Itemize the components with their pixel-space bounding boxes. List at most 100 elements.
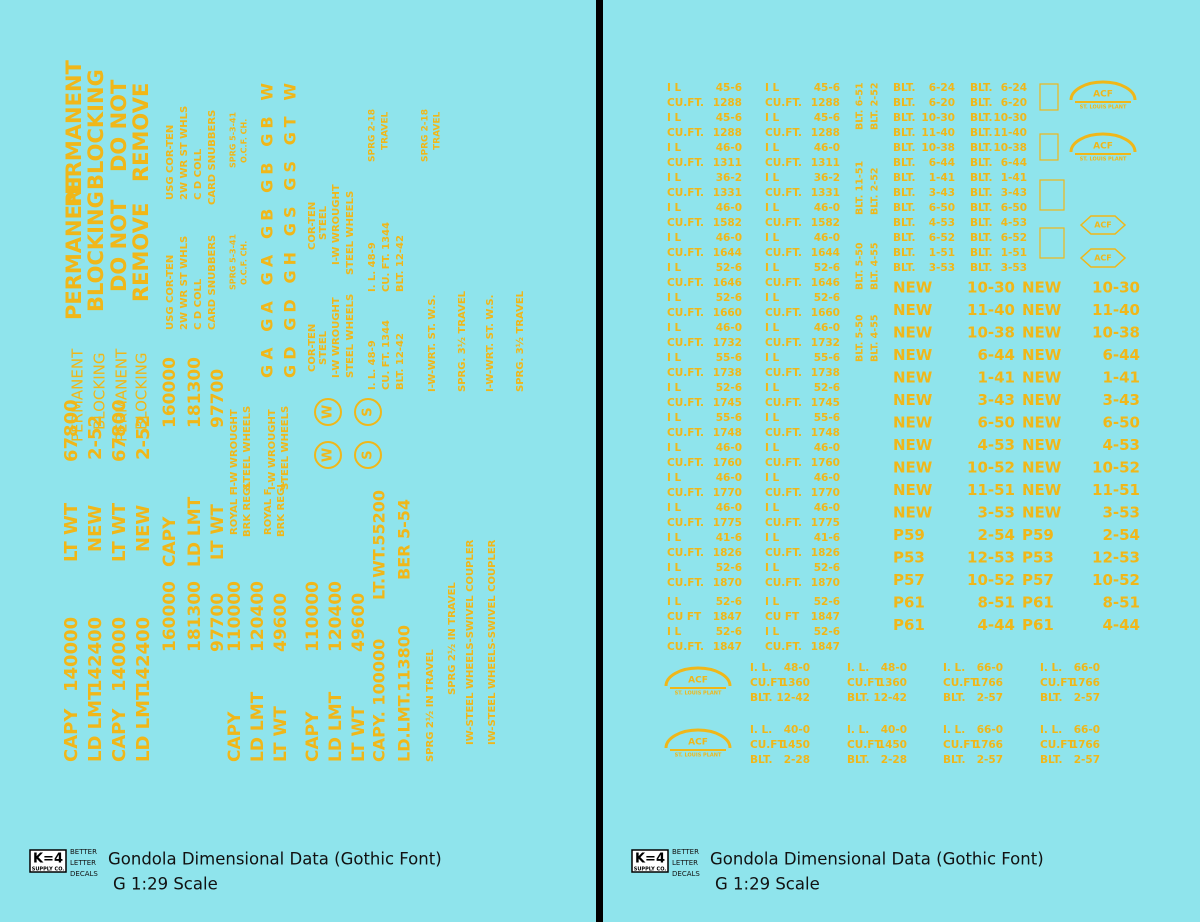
decal-text: LD LMT [133,687,154,762]
decal-text: TRAVEL [381,111,391,150]
acf-logo: ACF [1094,254,1112,263]
row-label: CU.FT. [667,277,704,289]
row-label: I L [765,532,780,544]
decal-text: 110000 [303,581,323,652]
decal-text: NEW [133,505,154,552]
new-value: 10-52 [1092,459,1140,477]
blt-label: BLT. [893,97,916,109]
decal-text: CAPY. 100000 [370,639,389,762]
blt-label: BLT. [893,82,916,94]
row-label: I L [765,596,780,608]
new-label: P59 [1022,526,1054,544]
row-label: CU.FT. [765,641,802,653]
decal-text: O.C.F. CH. [240,119,249,163]
new-label: NEW [1022,459,1062,477]
brand: LETTER [70,859,96,867]
row-value: 1331 [811,187,840,199]
spec-label: I. L. [847,662,869,674]
row-value: 1760 [713,457,742,469]
row-label: CU.FT. [667,127,704,139]
sheet-title: Gondola Dimensional Data (Gothic Font) [710,850,1044,869]
decal-text: STEEL WHEELS [345,191,356,275]
decal-text: 142400 [133,617,154,692]
new-label: NEW [893,459,933,477]
row-value: 41-6 [716,532,742,544]
new-label: NEW [1022,324,1062,342]
new-value: 10-38 [967,324,1015,342]
new-value: 4-44 [1102,616,1140,634]
decal-text: C D COLL [193,148,204,200]
blt-label: BLT. [970,217,993,229]
row-value: 1582 [811,217,840,229]
row-label: I L [667,292,682,304]
vertical-blt: BLT. 5-50 [855,314,866,362]
decal-text: 2W WR ST WHLS [179,106,190,200]
new-value: 6-44 [1102,346,1140,364]
sheet-scale: G 1:29 Scale [113,875,218,894]
decal-text: I-W-WRT. ST. W.S. [485,295,496,392]
row-label: I L [667,112,682,124]
blt-value: 1-41 [1001,172,1027,184]
blt-value: 6-24 [1001,82,1027,94]
row-label: I L [667,502,682,514]
row-label: I L [765,202,780,214]
decal-text: 67800 [109,399,130,462]
row-value: 46-0 [716,202,742,214]
decal-text: STEEL [318,205,329,240]
blt-label: BLT. [970,142,993,154]
row-value: 55-6 [814,412,840,424]
decal-text: LD.LMT.113800 [395,625,414,762]
row-value: 1644 [713,247,742,259]
row-label: I L [667,532,682,544]
row-label: I L [667,352,682,364]
row-value: 46-0 [814,322,840,334]
spec-label: I. L. [750,662,772,674]
spec-label: CU.FT. [943,739,980,751]
logo-sub: SUPPLY CO. [32,867,65,873]
blt-label: BLT. [893,217,916,229]
new-label: P61 [1022,594,1054,612]
row-value: 1738 [713,367,742,379]
row-label: I L [765,82,780,94]
row-value: 1748 [713,427,742,439]
blt-value: 1-51 [929,247,955,259]
spec-label: I. L. [847,724,869,736]
decal-text: I-W WROUGHT [331,184,342,265]
row-label: CU.FT. [765,427,802,439]
new-label: NEW [1022,436,1062,454]
new-value: 4-53 [1102,436,1140,454]
new-label: NEW [893,504,933,522]
new-value: 4-44 [977,616,1015,634]
spec-value: 1766 [974,677,1003,689]
blt-value: 11-40 [993,127,1027,139]
row-value: 1732 [713,337,742,349]
blt-value: 3-53 [1001,262,1027,274]
row-label: CU.FT. [765,187,802,199]
row-label: CU.FT. [667,517,704,529]
decal-text: CAPY [225,711,245,762]
row-label: CU.FT. [765,457,802,469]
decal-text: COR-TEN [307,202,318,250]
blt-label: BLT. [970,172,993,184]
row-label: CU.FT. [667,337,704,349]
emblem [1039,179,1065,211]
blt-value: 6-20 [1001,97,1027,109]
new-value: 6-50 [977,414,1015,432]
new-value: 10-38 [1092,324,1140,342]
row-value: 52-6 [716,262,742,274]
decal-text: 2-52 [133,415,154,460]
new-label: NEW [893,301,933,319]
row-value: 46-0 [814,472,840,484]
blt-label: BLT. [893,247,916,259]
acf-diamond [1079,215,1127,235]
row-label: I L [765,112,780,124]
decal-text: NEW [85,505,106,552]
row-value: 1745 [811,397,840,409]
row-value: 1870 [811,577,840,589]
row-label: I L [765,352,780,364]
spec-label: I. L. [943,662,965,674]
acf-sub: ST. LOUIS PLANT [675,691,722,697]
blt-label: BLT. [893,112,916,124]
vertical-blt: BLT. 4-55 [870,243,881,290]
row-value: 1745 [713,397,742,409]
